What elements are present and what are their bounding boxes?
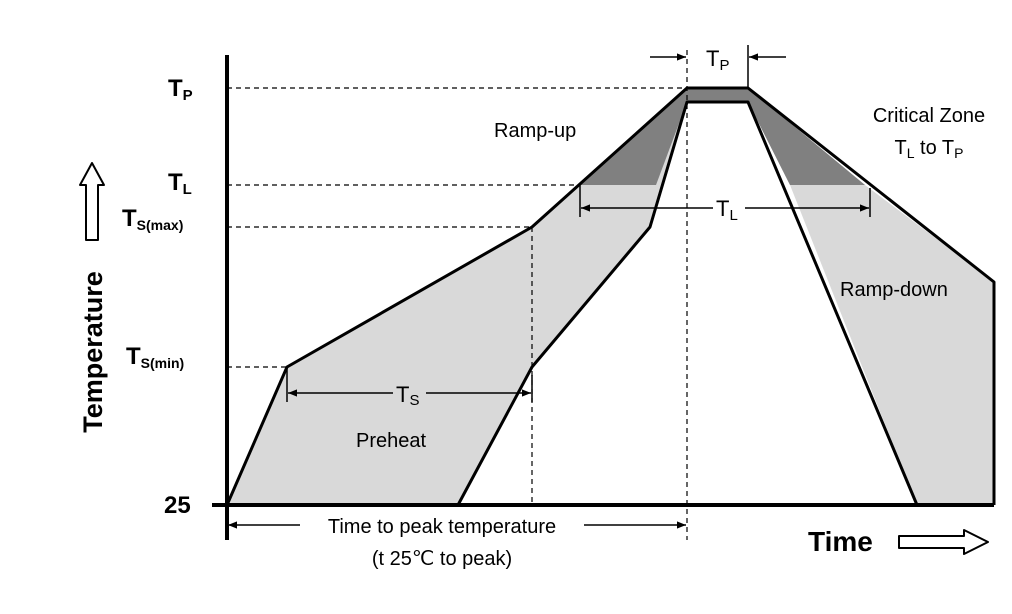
ramp-up-label: Ramp-up: [494, 120, 576, 142]
profile-band: [227, 88, 994, 505]
ramp-down-label: Ramp-down: [840, 279, 948, 301]
time-to-peak-label: Time to peak temperature: [328, 516, 556, 538]
tl-width-label: TL: [716, 196, 738, 224]
y-axis-title: Temperature: [78, 271, 108, 433]
tick-tsmin: TS(min): [126, 343, 184, 371]
up-arrow-icon: [79, 162, 105, 241]
tick-tl: TL: [168, 169, 192, 198]
x-axis-title: Time: [808, 526, 873, 557]
critical-zone-range: TL to TP: [894, 137, 963, 161]
tick-tsmax: TS(max): [122, 205, 183, 233]
ts-width-label: TS: [396, 382, 419, 409]
tick-tp: TP: [168, 75, 193, 104]
time-to-peak-sublabel: (t 25℃ to peak): [372, 548, 512, 570]
tp-width-label: TP: [706, 46, 729, 74]
critical-zone-top: [687, 88, 748, 102]
profile-inner-line: [456, 100, 919, 506]
tick-25: 25: [164, 492, 191, 519]
preheat-label: Preheat: [356, 430, 426, 452]
right-arrow-icon: [898, 529, 989, 555]
critical-zone-label: Critical Zone: [873, 105, 985, 127]
